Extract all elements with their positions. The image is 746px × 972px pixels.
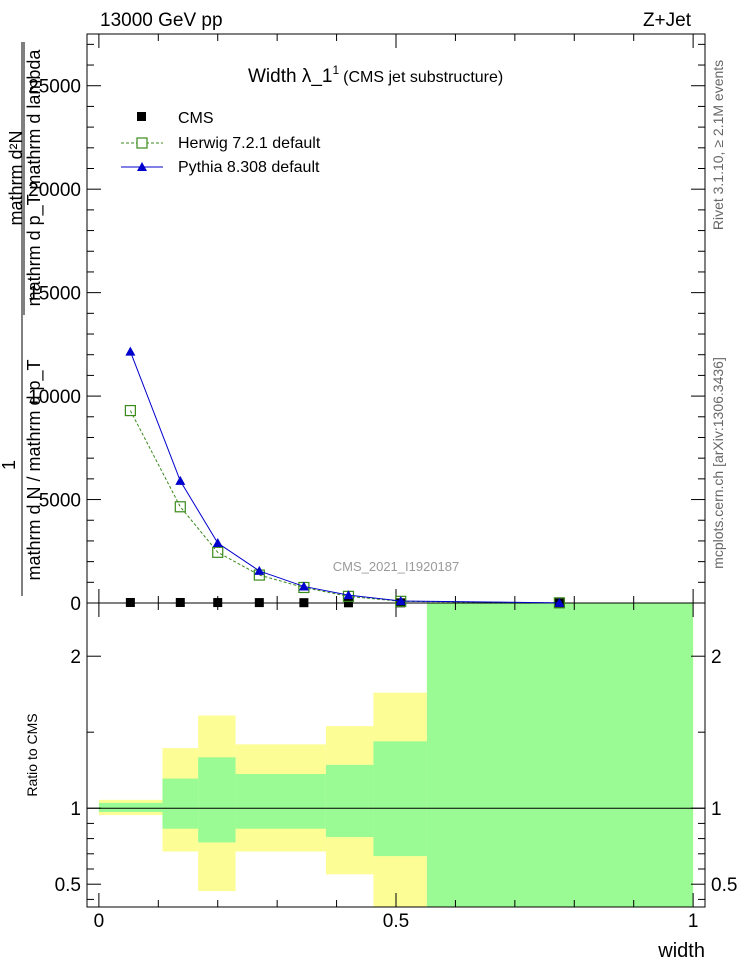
herwig-point bbox=[124, 404, 136, 417]
ratio-y-axis-label: Ratio to CMS bbox=[24, 713, 40, 796]
pythia-line bbox=[129, 351, 560, 604]
cms-point bbox=[343, 598, 353, 608]
ratio-inner-band-4 bbox=[325, 764, 374, 838]
main-y-tick-label: 0 bbox=[70, 594, 81, 615]
x-tick-label: 0.5 bbox=[383, 911, 409, 932]
ratio-inner-band-0 bbox=[98, 802, 163, 812]
x-axis-ticks: 0 0.5 1 bbox=[94, 34, 699, 932]
ratio-bands bbox=[98, 603, 694, 907]
chart-subtitle: (CMS jet substructure) bbox=[343, 69, 503, 86]
y-label-denominator: mathrm d N / mathrm d p_T bbox=[24, 359, 45, 580]
ratio-inner-band-6 bbox=[426, 603, 694, 907]
herwig-point bbox=[174, 501, 186, 513]
legend-pythia-marker bbox=[137, 162, 147, 171]
ratio-inner-band-1 bbox=[162, 778, 199, 829]
pythia-point bbox=[395, 596, 406, 606]
pythia-point bbox=[343, 590, 354, 600]
chart-title: Width λ_11 (CMS jet substructure) bbox=[248, 63, 503, 87]
ratio-y-tick-label: 1 bbox=[70, 799, 81, 820]
x-axis-label: width bbox=[657, 940, 705, 962]
main-y-tick-label: 5000 bbox=[39, 491, 81, 512]
ratio-inner-band-3 bbox=[235, 774, 326, 829]
main-y-tick-label: 10000 bbox=[28, 387, 81, 408]
ratio-inner-band-2 bbox=[198, 757, 236, 843]
pythia-point bbox=[554, 597, 565, 607]
cms-point bbox=[299, 598, 309, 608]
rivet-version-label: Rivet 3.1.10, ≥ 2.1M events bbox=[710, 60, 726, 230]
main-plot-frame bbox=[86, 33, 706, 604]
legend-cms-label: CMS bbox=[178, 110, 214, 127]
ratio-y-axis-ticks: 0.5 0.5 1 1 2 2 bbox=[55, 647, 737, 900]
pythia-point bbox=[125, 346, 136, 356]
pythia-point bbox=[175, 475, 186, 485]
main-y-axis-ticks: 0 5000 10000 15000 20000 25000 bbox=[28, 43, 705, 615]
ratio-y-tick-label-right: 0.5 bbox=[711, 875, 737, 896]
ratio-y-tick-label-right: 1 bbox=[711, 799, 722, 820]
mcplots-label: mcplots.cern.ch [arXiv:1306.3436] bbox=[710, 357, 726, 569]
legend-herwig-label: Herwig 7.2.1 default bbox=[178, 135, 321, 152]
chart-title-superscript: 1 bbox=[332, 63, 339, 77]
ratio-inner-band-5 bbox=[373, 741, 427, 857]
process-label: Z+Jet bbox=[643, 10, 692, 31]
cms-point bbox=[125, 597, 135, 607]
cms-point bbox=[213, 598, 223, 608]
ratio-y-tick-label: 0.5 bbox=[55, 875, 81, 896]
collision-energy-label: 13000 GeV pp bbox=[100, 10, 223, 31]
ratio-y-tick-label: 2 bbox=[70, 647, 81, 668]
y-label-one: 1 bbox=[0, 460, 19, 470]
series-layer bbox=[124, 346, 566, 609]
ratio-y-tick-label-right: 2 bbox=[711, 647, 722, 668]
x-tick-label: 0 bbox=[94, 911, 105, 932]
main-y-tick-label: 25000 bbox=[28, 77, 81, 98]
legend: CMS Herwig 7.2.1 default Pythia 8.308 de… bbox=[121, 110, 321, 176]
analysis-watermark: CMS_2021_I1920187 bbox=[333, 559, 460, 574]
main-y-tick-label: 15000 bbox=[28, 284, 81, 305]
x-tick-label: 1 bbox=[688, 911, 699, 932]
main-y-tick-label: 20000 bbox=[28, 180, 81, 201]
main-y-axis-label: 1 mathrm d²N mathrm d p_T mathrm d lambd… bbox=[0, 42, 45, 596]
chart-title-main: Width λ_1 bbox=[248, 66, 332, 87]
herwig-point bbox=[212, 546, 224, 558]
cms-point bbox=[175, 597, 185, 607]
pythia-point bbox=[298, 581, 309, 591]
y-label-fraction-denominator: mathrm d p_T mathrm d lambda bbox=[24, 49, 45, 307]
legend-herwig-marker bbox=[136, 137, 148, 149]
legend-pythia-label: Pythia 8.308 default bbox=[178, 159, 320, 176]
pythia-point bbox=[254, 565, 265, 575]
legend-cms-marker bbox=[137, 112, 146, 121]
y-label-fraction-numerator: mathrm d²N bbox=[6, 130, 26, 225]
cms-point bbox=[254, 598, 264, 608]
pythia-point bbox=[212, 537, 223, 547]
